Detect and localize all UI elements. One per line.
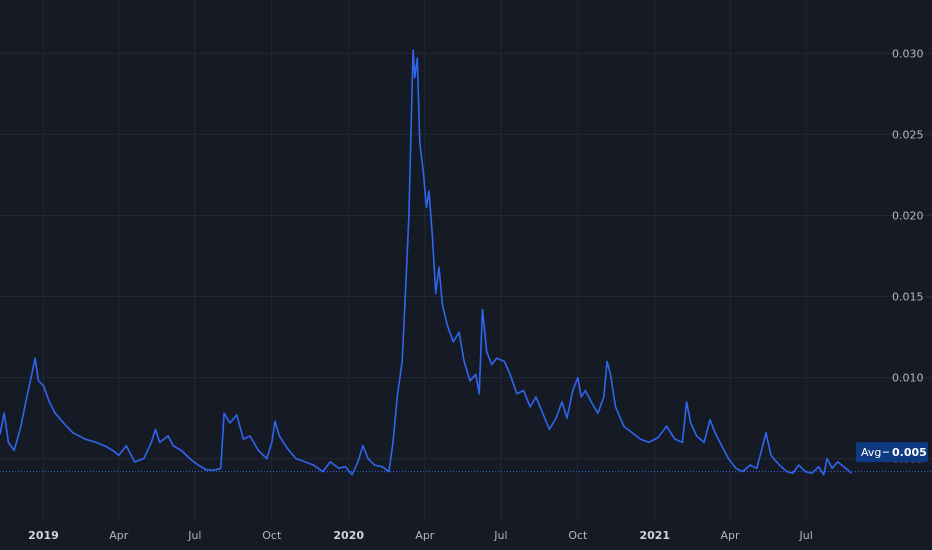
x-axis: 2019 Apr Jul Oct 2020 Apr Jul Oct 2021 Apr Jul <box>28 529 813 542</box>
y-tick-label: 0.020 <box>892 209 924 222</box>
y-tick-label: 0.030 <box>892 47 924 60</box>
y-tick-label: 0.025 <box>892 128 924 141</box>
y-tick-label: 0.010 <box>892 372 924 385</box>
x-tick-label: 2019 <box>28 529 59 542</box>
chart-grid <box>0 0 932 520</box>
avg-badge-background <box>856 442 928 463</box>
series-line <box>0 49 852 476</box>
x-tick-label: 2020 <box>333 529 364 542</box>
x-tick-label: Jul <box>799 529 813 542</box>
avg-badge-label: Avg <box>861 446 881 459</box>
x-tick-label: Oct <box>568 529 588 542</box>
x-tick-label: Oct <box>262 529 282 542</box>
y-tick-label: 0.015 <box>892 291 924 304</box>
x-tick-label: 2021 <box>639 529 670 542</box>
x-tick-label: Jul <box>187 529 201 542</box>
x-tick-label: Apr <box>721 529 741 542</box>
avg-badge: Avg 0.005 <box>856 442 928 463</box>
x-tick-label: Jul <box>493 529 507 542</box>
y-axis: 0.005 0.010 0.015 0.020 0.025 0.030 <box>892 47 924 465</box>
x-tick-label: Apr <box>415 529 435 542</box>
x-tick-label: Apr <box>109 529 129 542</box>
avg-badge-value: 0.005 <box>892 446 927 459</box>
